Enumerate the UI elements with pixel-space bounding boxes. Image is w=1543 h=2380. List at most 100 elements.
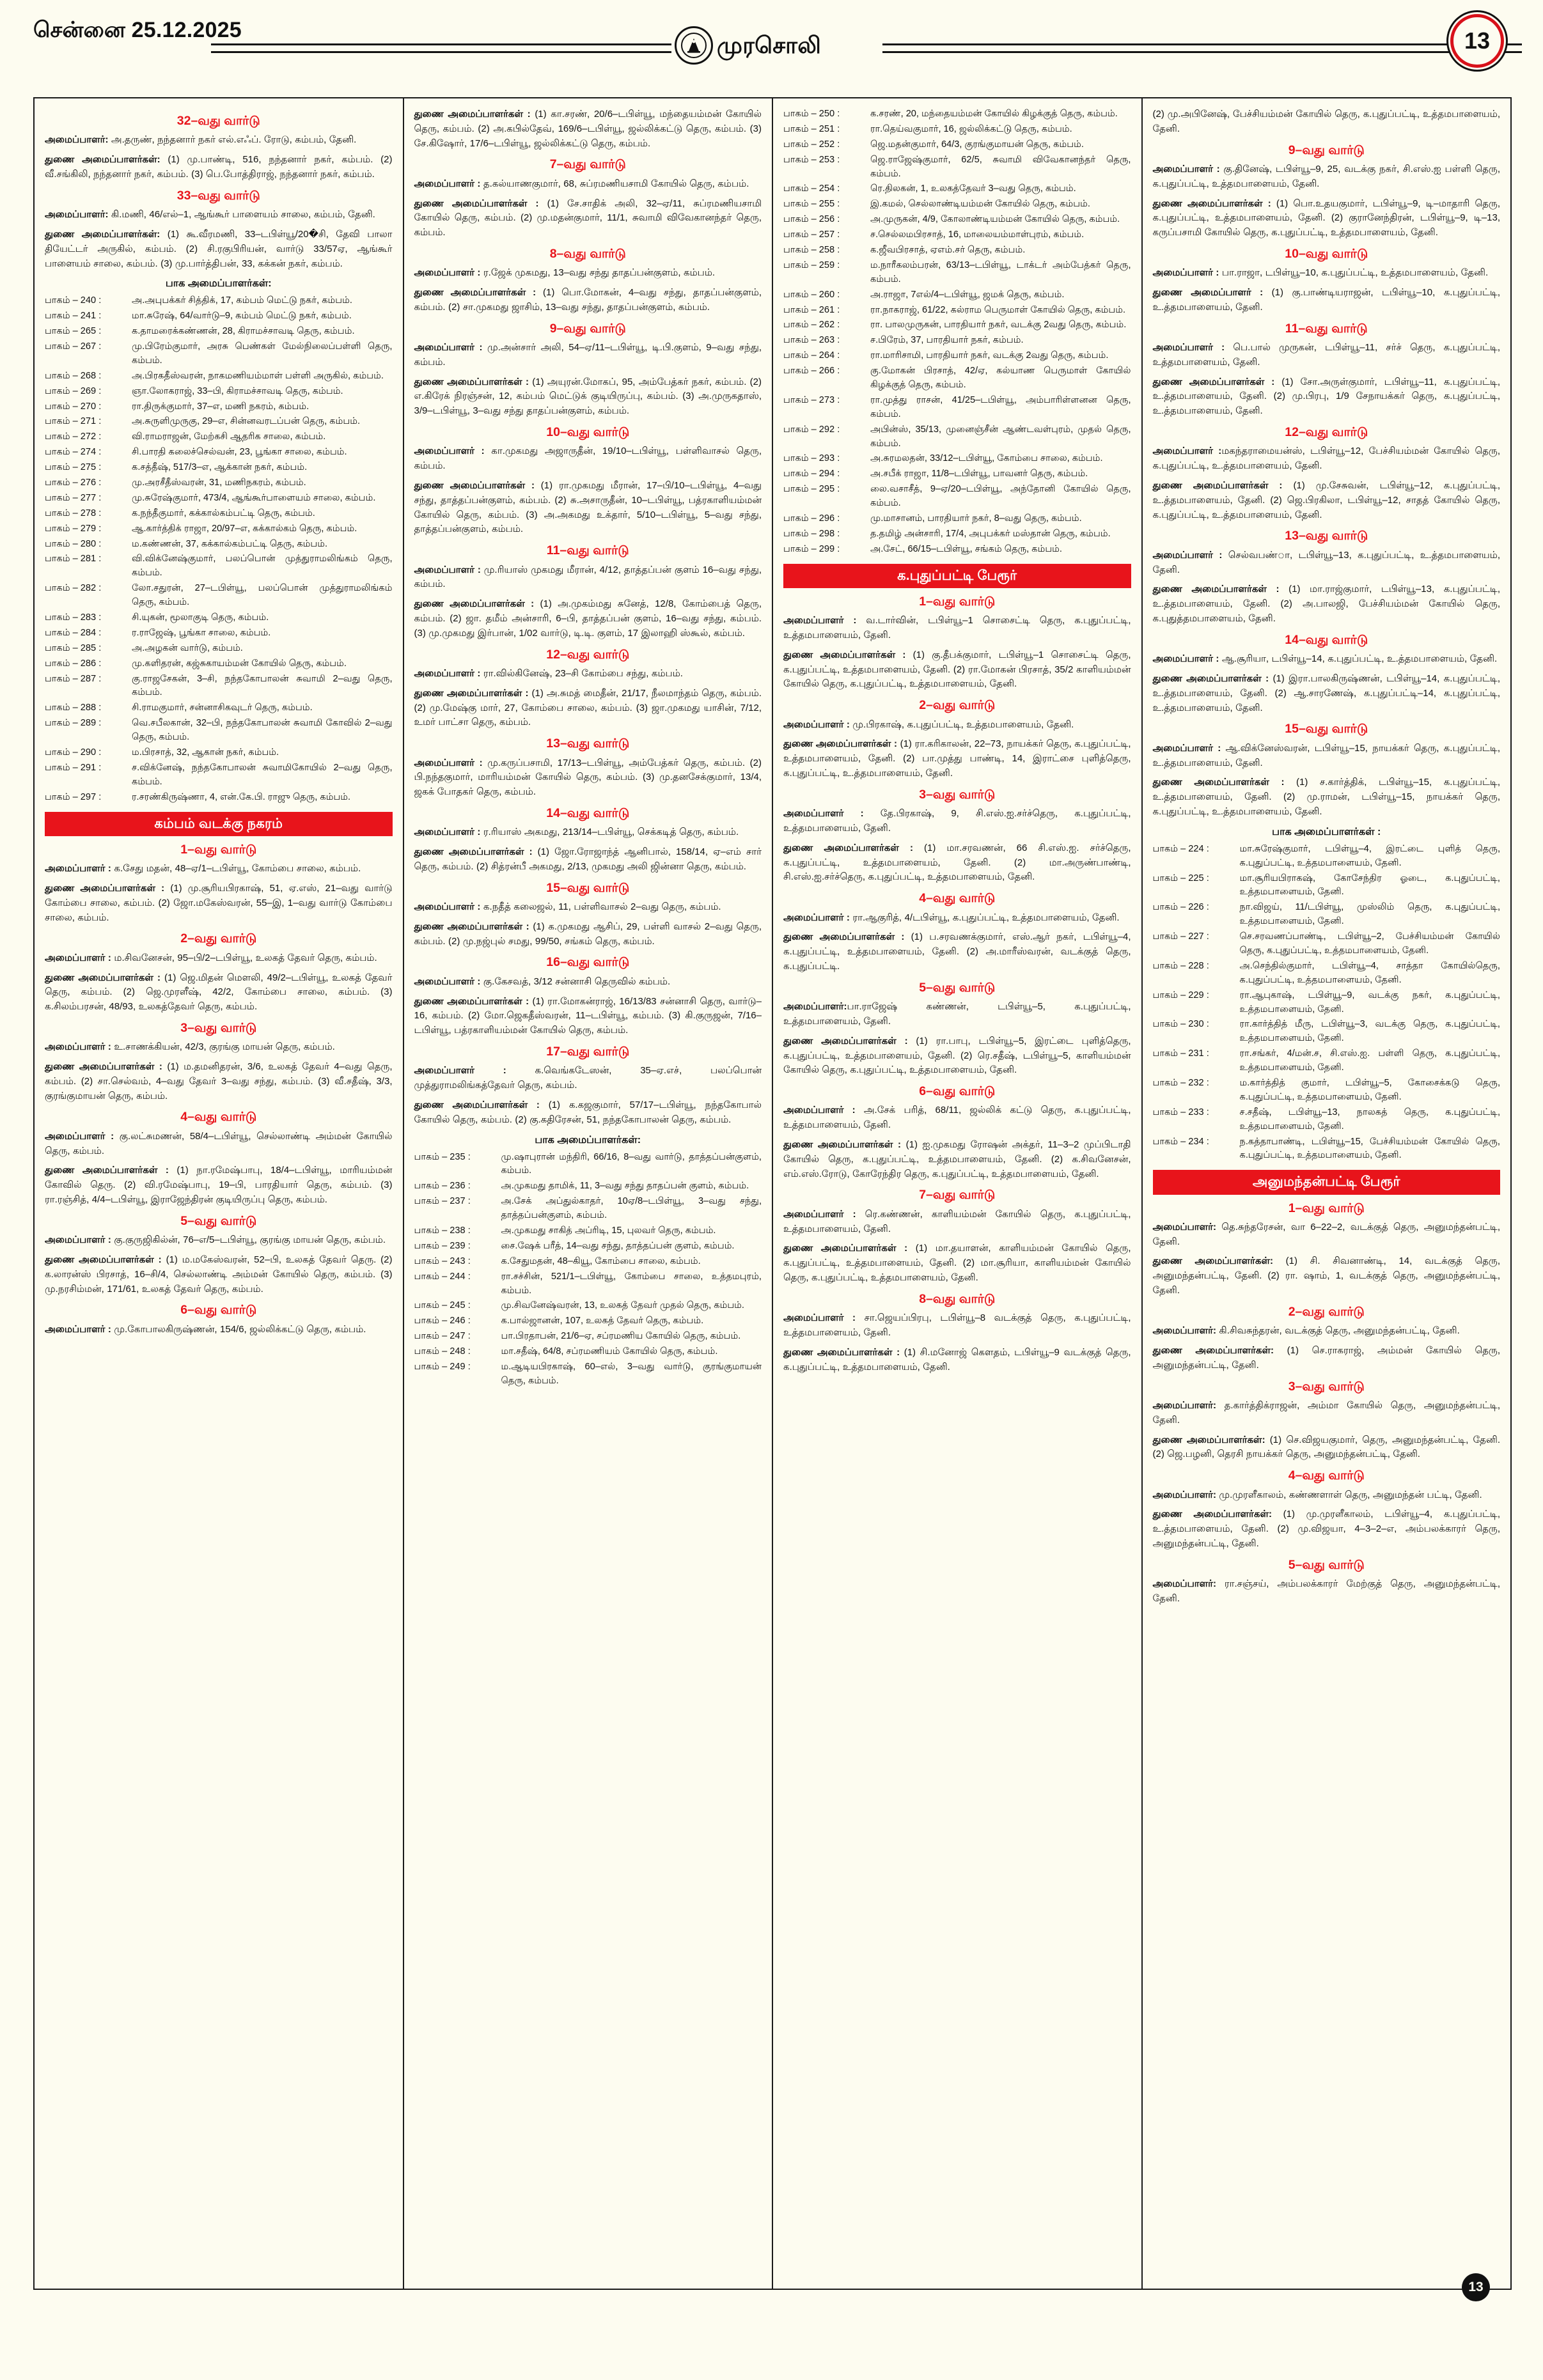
organizer-entry: அமைப்பாளர் : மு.அன்சார் அலி, 54–ஏ/11–டபி… [414, 341, 762, 370]
entry-text: (1) நா.ரமேஷ்பாபு, 18/4–டபிள்யூ, மாரியம்ம… [45, 1165, 393, 1206]
ward-heading: 7–வது வார்டு [919, 1188, 996, 1202]
entry-label: துணை அமைப்பாளர்கள் : [414, 376, 529, 387]
organizer-entry: துணை அமைப்பாளர்கள் : (1) மா.சரவணன், 66 ச… [783, 841, 1131, 885]
entry-text: அ.சேக் பரித், 68/11, ஜல்லிக் கட்டு தெரு,… [783, 1105, 1131, 1131]
part-row: பாகம் – 228 : அ.செந்தில்குமார், டபிள்யூ–4… [1153, 960, 1501, 988]
part-row: பாகம் – 239 : சை.ஷேக் பரீத், 14–வது சந்து… [414, 1240, 762, 1254]
part-organizer-text: ஜெ.மதன்குமார், 64/3, குரங்குமாயன் தெரு, … [870, 139, 1084, 150]
entry-label: அமைப்பாளர்: [1152, 1400, 1216, 1411]
ward-heading: 1–வது வார்டு [1288, 1201, 1365, 1215]
organizer-entry: அமைப்பாளர் :மகந்தராமையன்ஸ், டபிள்யூ–12, … [1153, 444, 1501, 474]
organizer-entry: அமைப்பாளர் : ரெ.கண்ணன், காளியம்மன் கோயில… [783, 1208, 1131, 1237]
entry-text: (1) மு.முரளீகாலம், டபிள்யூ–4, க.புதுப்பட… [1152, 1509, 1501, 1549]
entry-label: துணை அமைப்பாளர்கள் : [783, 1243, 908, 1254]
page-number-badge: 13 [1450, 14, 1504, 68]
ward-heading: 3–வது வார்டு [1288, 1379, 1365, 1394]
part-row: பாகம் – 258 : க.ஜீவபிரசாத், ஏஎம்.சர் தெரு… [783, 244, 1131, 258]
entry-text: ர.ரியாஸ் அகமது, 213/14–டபிள்யூ, செக்கடித… [480, 827, 739, 838]
part-row: பாகம் – 227 : செ.சரவணப்பாண்டி, டபிள்யூ–2,… [1153, 930, 1501, 958]
entry-label: துணை அமைப்பாளர்கள் : [1152, 673, 1269, 684]
part-organizer-text: மா.சதீஷ், 64/8, சப்ரமணியம் கோயில் தெரு, … [501, 1346, 718, 1357]
organizer-entry: துணை அமைப்பாளர்கள் : (1) அயுரன்.மோகப், 9… [414, 375, 762, 419]
part-organizer-text: வெ.சபீலகான், 32–பி, நந்தகோபாலன் சுவாமி க… [132, 718, 393, 743]
part-row: பாகம் – 294 : அ.சபீக் ராஜா, 11/8–டபிள்யூ,… [783, 467, 1131, 481]
part-row: பாகம் – 235 : மு.ஷாபுரான் மந்திரி, 66/16,… [414, 1151, 762, 1179]
organizer-entry: துணை அமைப்பாளர்கள்: (1) கூ.வீரமணி, 33–டப… [45, 228, 393, 271]
entry-text: ரா.ஆகுரித், 4/டபிள்யூ, க.புதுப்பட்டி, உத… [849, 912, 1120, 923]
organizer-entry: துணை அமைப்பாளர்கள் : (1) பொ.உதயகுமார், ட… [1153, 197, 1501, 240]
entry-text: (1) கூ.வீரமணி, 33–டபிள்யூ/20�சி, தேவி பா… [45, 228, 393, 269]
entry-text: பா.ராஜேஷ் கண்ணன், டபிள்யூ–5, க.புதுப்பட்… [783, 1001, 1131, 1027]
part-organizer-text: மு.ஷாபுரான் மந்திரி, 66/16, 8–வது வார்டு… [501, 1151, 762, 1176]
entry-label: அமைப்பாளர்: [1152, 1221, 1216, 1233]
part-organizer-text: ரா.சச்சின், 521/1–டபிள்யூ, கோம்பை சாலை, … [501, 1271, 762, 1296]
part-number: பாகம் – 260 : [783, 289, 840, 300]
part-organizer-text: அ.பிரகதீஸ்வரன், நாகமணியம்மாள் பள்ளி அருக… [132, 370, 384, 381]
part-row: பாகம் – 241 : மா.சுரேஷ், 64/வார்டு–9, கம்… [45, 309, 393, 323]
part-organizers-heading: பாக அமைப்பாளர்கள்: [535, 1134, 641, 1146]
organizer-entry: துணை அமைப்பாளர்கள் : (1) பொ.மோகன், 4–வது… [414, 286, 762, 315]
entry-label: துணை அமைப்பாளர்கள் : [783, 842, 913, 853]
entry-text: மகந்தராமையன்ஸ், டபிள்யூ–12, பேச்சியம்மன்… [1152, 446, 1501, 472]
part-organizer-text: ம.ஆடியபிரகாஷ், 60–எல், 3–வது வார்டு, குர… [501, 1362, 762, 1386]
part-row: பாகம் – 299 : அ.சேட், 66/15–டபிள்யூ, சங்க… [783, 543, 1131, 557]
part-organizer-text: லை.வசாசீத், 9–ஏ/20–டபிள்யூ, அந்தோனி கோயி… [870, 484, 1131, 509]
entry-text: மு.முரளீகாலம், கண்ணளாள் தெரு, அனுமந்தன் … [1216, 1489, 1482, 1500]
entry-label: அமைப்பாளர் : [414, 342, 483, 354]
entry-text: (1) சோ.அருள்குமார், டபிள்யூ–11, க.புதுப்… [1152, 376, 1501, 417]
part-number: பாகம் – 248 : [414, 1346, 471, 1357]
part-organizer-text: ச.பிரேம், 37, பாரதியார் நகர், கம்பம். [870, 335, 1024, 346]
ward-heading: 32–வது வார்டு [176, 114, 260, 128]
entry-label: அமைப்பாளர் : [783, 1208, 856, 1220]
part-number: பாகம் – 298 : [783, 528, 840, 539]
entry-text: (1) செ.விஜயகுமார், தெரு, அனுமந்தன்பட்டி,… [1152, 1434, 1501, 1460]
part-number: பாகம் – 296 : [783, 513, 840, 524]
entry-label: துணை அமைப்பாளர்கள் : [414, 1099, 540, 1110]
part-row: பாகம் – 286 : மு.களிதரன், கஜ்சுகாயம்மன் க… [45, 657, 393, 671]
part-number: பாகம் – 226 : [1152, 902, 1209, 913]
organizer-entry: அமைப்பாளர் : பா.ராஜா, டபிள்யூ–10, க.புது… [1153, 266, 1501, 281]
part-number: பாகம் – 233 : [1152, 1107, 1209, 1117]
entry-text: (1) அ.சுமத் மைதீன், 21/17, நீலமாந்தம் தெ… [414, 687, 762, 728]
part-row: பாகம் – 274 : சி.பாரதி கலைச்செல்வன், 23, … [45, 446, 393, 460]
entry-text: (1) சே.சாதிக் அலி, 32–ஏ/11, சுப்ரமணியசாம… [414, 198, 762, 238]
ward-heading: 16–வது வார்டு [546, 955, 630, 970]
part-organizer-text: மு.சிவனேஷ்வரன், 13, உலகத் தேவர் முதல் தெ… [501, 1300, 745, 1311]
entry-label: அமைப்பாளர்: [1152, 1325, 1216, 1337]
part-organizer-text: இ.கமல், செல்லாண்டியம்மன் கோயில் தெரு, கம… [870, 199, 1090, 210]
entry-label: அமைப்பாளர் : [783, 1312, 856, 1324]
organizer-entry: அமைப்பாளர் : க.சேது மதன், 48–ஏ/1–டபிள்யூ… [45, 862, 393, 876]
part-number: பாகம் – 283 : [45, 612, 102, 623]
part-row: பாகம் – 271 : அ.சுருளிமுருகு, 29–எ, சின்ன… [45, 415, 393, 429]
part-row: பாகம் – 297 : ர.சரண்கிருஷ்ணா, 4, என்.கே.ப… [45, 791, 393, 805]
organizer-entry: அமைப்பாளர் : தே.பிரகாஷ், 9, சி.எஸ்.ஐ.சர்… [783, 807, 1131, 836]
organizer-entry: துணை அமைப்பாளர்கள் : (1) மு.சேசுவன், டபி… [1153, 479, 1501, 522]
part-number: பாகம் – 234 : [1152, 1136, 1209, 1147]
part-organizer-text: ச.செல்லமபிரசாத், 16, மாலையம்மாள்புரம், க… [870, 229, 1085, 240]
organizer-entry: அமைப்பாளர் : கு.குருஜிகில்ன், 76–எ/5–டபி… [45, 1233, 393, 1248]
part-row: பாகம் – 230 : ரா.கார்த்தித் மீரு, டபிள்யூ… [1153, 1018, 1501, 1046]
part-organizer-text: ஜெ.ராஜேஷ்குமார், 62/5, சுவாமி விவேகானந்த… [870, 154, 1131, 179]
ward-heading: 14–வது வார்டு [546, 805, 630, 820]
part-organizer-text: க.ஜீவபிரசாத், ஏஎம்.சர் தெரு, கம்பம். [870, 245, 1026, 256]
part-number: பாகம் – 276 : [45, 478, 102, 488]
part-organizer-text: ஞா.லோகராஜ், 33–பி, கிராமச்சாவடி தெரு, கம… [132, 385, 343, 396]
part-number: பாகம் – 279 : [45, 523, 102, 534]
part-row: பாகம் – 249 : ம.ஆடியபிரகாஷ், 60–எல், 3–வத… [414, 1360, 762, 1388]
entry-label: அமைப்பாளர் : [414, 976, 481, 987]
content-frame: 32–வது வார்டு அமைப்பாளர்: அ.தருண், நந்தனா… [33, 97, 1512, 2290]
part-number: பாகம் – 227 : [1152, 931, 1209, 942]
section-banner: கம்பம் வடக்கு நகரம் [45, 811, 393, 836]
part-number: பாகம் – 253 : [783, 154, 840, 165]
part-organizer-text: ர.ராஜேஷ், பூங்கா சாலை, கம்பம். [132, 627, 271, 638]
part-organizer-text: த.தமிழ் அன்சாரி, 17/4, அபுபக்கர் மஸ்தான்… [870, 528, 1111, 539]
ward-heading: 33–வது வார்டு [176, 188, 260, 203]
organizer-entry: துணை அமைப்பாளர்கள் : (1) ரா.மோகன்ராஜ், 1… [414, 995, 762, 1038]
organizer-entry: துணை அமைப்பாளர்கள் : (1) சி.மனோஜ் கௌதம்,… [783, 1346, 1131, 1375]
part-row: பாகம் – 226 : நா.விஜய், 11/டபிள்யூ, முஸ்ல… [1153, 901, 1501, 929]
part-row: பாகம் – 292 : அபின்ஸ், 35/13, முனைஞ்சீன் … [783, 423, 1131, 451]
entry-text: அ.தருண், நந்தனார் நகர் எல்.எஃப். ரோடு, க… [108, 134, 357, 146]
entry-label: துணை அமைப்பாளர்கள் : [783, 1035, 908, 1046]
organizer-entry: துணை அமைப்பாளர்கள் : (1) சே.சாதிக் அலி, … [414, 197, 762, 240]
part-organizer-text: ரா.சங்கர், 4/மன்.ச, சி.எஸ்.ஐ. பள்ளி தெரு… [1239, 1048, 1501, 1073]
